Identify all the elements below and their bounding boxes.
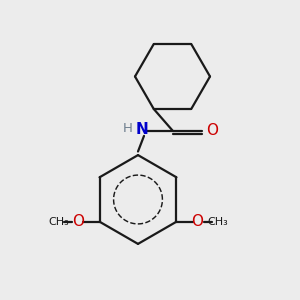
Text: O: O <box>191 214 203 229</box>
Text: CH₃: CH₃ <box>207 217 228 227</box>
Text: N: N <box>135 122 148 137</box>
Text: CH₃: CH₃ <box>48 217 69 227</box>
Text: O: O <box>206 123 218 138</box>
Text: O: O <box>73 214 85 229</box>
Text: H: H <box>123 122 132 135</box>
